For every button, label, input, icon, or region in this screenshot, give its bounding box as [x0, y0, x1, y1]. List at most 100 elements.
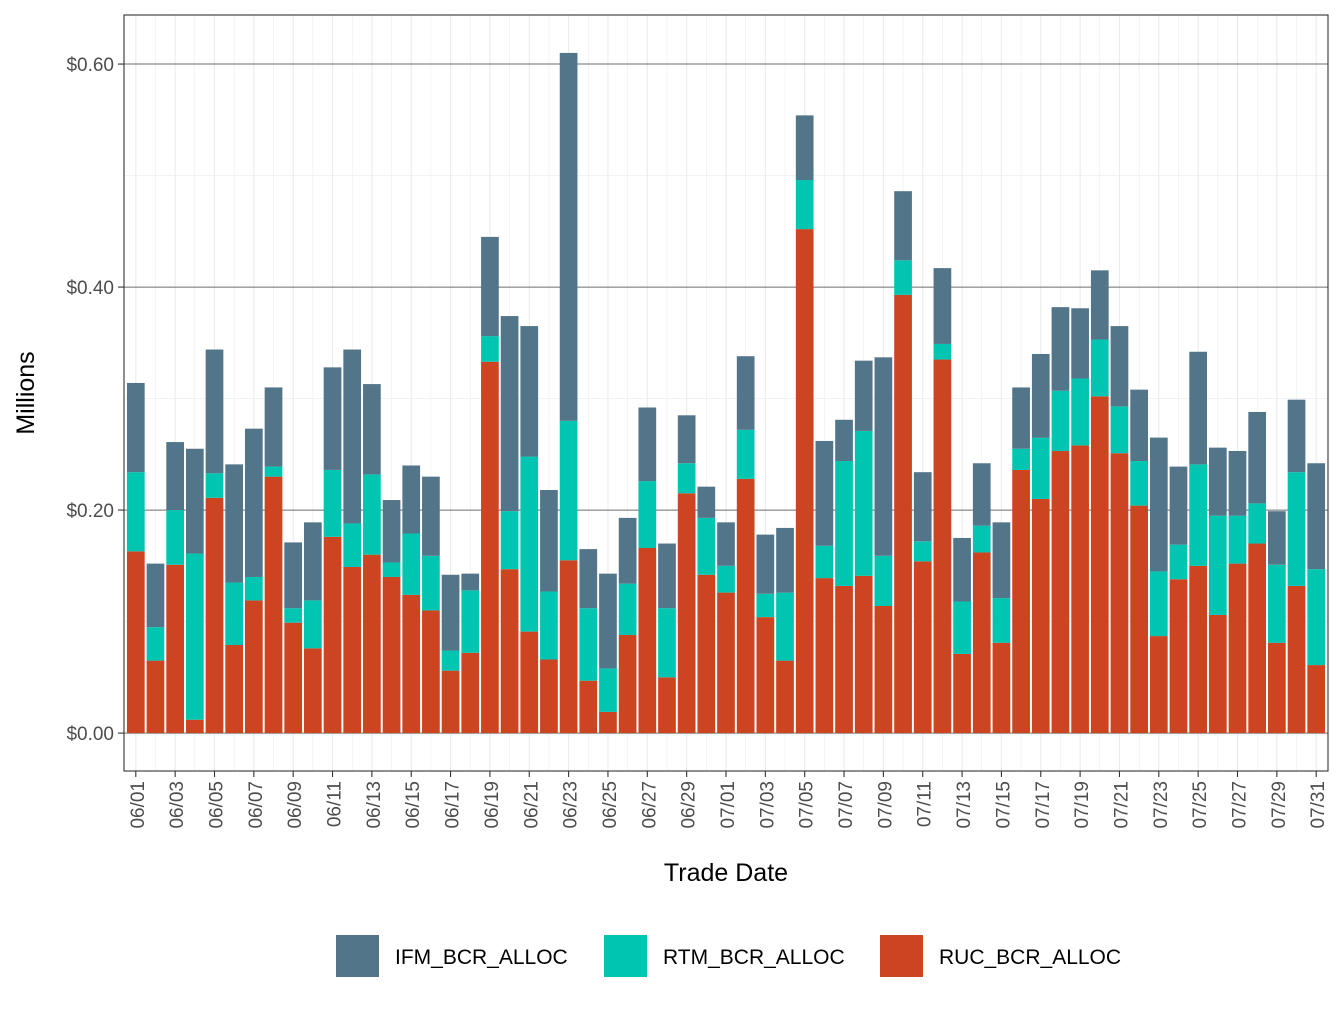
- bar-rtm-bcr-alloc-06-25: [599, 668, 617, 712]
- bar-rtm-bcr-alloc-06-07: [244, 576, 263, 601]
- x-tick-label: 07/19: [1072, 781, 1093, 829]
- bar-ifm-bcr-alloc-06-04: [185, 448, 204, 554]
- bar-rtm-bcr-alloc-06-05: [205, 473, 224, 498]
- bar-rtm-bcr-alloc-06-03: [166, 510, 185, 565]
- x-tick-label: 07/27: [1230, 781, 1251, 829]
- bar-ifm-bcr-alloc-07-25: [1189, 351, 1208, 465]
- x-tick-label: 06/09: [285, 781, 306, 829]
- bar-ruc-bcr-alloc-07-18: [1051, 450, 1070, 734]
- bar-ifm-bcr-alloc-06-03: [166, 442, 185, 511]
- bar-rtm-bcr-alloc-07-23: [1149, 571, 1168, 637]
- bar-rtm-bcr-alloc-06-14: [382, 562, 401, 577]
- bar-rtm-bcr-alloc-07-30: [1287, 472, 1306, 586]
- bars: [126, 52, 1326, 734]
- axes: $0.00 $0.20 $0.40 $0.60 06/01 06/03 06/05 06/07…: [66, 55, 1329, 828]
- bar-ifm-bcr-alloc-07-15: [992, 522, 1011, 599]
- bar-ifm-bcr-alloc-07-20: [1090, 270, 1109, 340]
- bar-rtm-bcr-alloc-06-18: [461, 590, 480, 653]
- bar-rtm-bcr-alloc-06-02: [146, 627, 165, 661]
- bar-rtm-bcr-alloc-06-06: [225, 582, 244, 645]
- bar-ifm-bcr-alloc-06-21: [520, 326, 539, 457]
- bar-ruc-bcr-alloc-07-27: [1228, 563, 1247, 734]
- bar-ifm-bcr-alloc-06-29: [677, 415, 696, 464]
- bar-rtm-bcr-alloc-07-04: [776, 592, 794, 661]
- bar-ifm-bcr-alloc-07-22: [1130, 389, 1148, 462]
- x-tick-label: 07/05: [797, 781, 818, 829]
- bar-ruc-bcr-alloc-07-31: [1307, 665, 1326, 734]
- bar-ifm-bcr-alloc-06-28: [658, 543, 676, 609]
- bar-ruc-bcr-alloc-06-15: [402, 594, 421, 734]
- bar-ruc-bcr-alloc-07-09: [874, 605, 893, 734]
- bar-ifm-bcr-alloc-06-15: [402, 465, 421, 534]
- x-tick-label: 06/25: [600, 781, 621, 829]
- x-tick-label: 07/03: [757, 781, 778, 829]
- legend-key-rtm-bcr-alloc: [604, 935, 647, 977]
- bar-ifm-bcr-alloc-07-24: [1169, 466, 1188, 545]
- bar-ruc-bcr-alloc-07-13: [953, 653, 971, 734]
- bar-rtm-bcr-alloc-07-25: [1189, 464, 1208, 566]
- bar-ifm-bcr-alloc-07-19: [1071, 308, 1089, 379]
- bar-ruc-bcr-alloc-06-04: [185, 719, 204, 734]
- bar-ifm-bcr-alloc-07-02: [736, 356, 755, 430]
- bar-rtm-bcr-alloc-07-15: [992, 598, 1011, 643]
- bar-ruc-bcr-alloc-07-03: [756, 617, 775, 734]
- bar-ruc-bcr-alloc-07-19: [1071, 445, 1089, 734]
- x-tick-label: 06/27: [639, 781, 660, 829]
- bar-ruc-bcr-alloc-06-23: [559, 560, 578, 734]
- bar-rtm-bcr-alloc-06-29: [677, 463, 696, 494]
- bar-ruc-bcr-alloc-07-15: [992, 642, 1011, 734]
- bar-ifm-bcr-alloc-07-29: [1267, 511, 1286, 565]
- bar-ruc-bcr-alloc-07-24: [1169, 579, 1188, 734]
- bar-ifm-bcr-alloc-06-27: [638, 407, 657, 482]
- x-tick-label: 07/29: [1269, 781, 1290, 829]
- bar-rtm-bcr-alloc-07-16: [1012, 448, 1030, 470]
- bar-ifm-bcr-alloc-06-11: [323, 367, 342, 470]
- y-tick-label: $0.60: [66, 55, 114, 76]
- x-tick-label: 07/15: [993, 781, 1014, 829]
- bar-ruc-bcr-alloc-07-16: [1012, 469, 1030, 734]
- bar-ifm-bcr-alloc-07-30: [1287, 399, 1306, 473]
- bar-ruc-bcr-alloc-06-07: [244, 600, 263, 734]
- bar-rtm-bcr-alloc-07-29: [1267, 564, 1286, 643]
- bar-ruc-bcr-alloc-07-02: [736, 478, 755, 734]
- bar-ruc-bcr-alloc-06-20: [500, 569, 519, 734]
- bar-rtm-bcr-alloc-06-22: [540, 591, 558, 660]
- bar-ifm-bcr-alloc-06-12: [343, 349, 362, 524]
- x-tick-label: 07/31: [1308, 781, 1329, 829]
- bar-rtm-bcr-alloc-07-18: [1051, 390, 1070, 451]
- bar-rtm-bcr-alloc-07-11: [913, 541, 932, 562]
- x-tick-label: 07/21: [1111, 781, 1132, 829]
- x-tick-label: 07/25: [1190, 781, 1211, 829]
- bar-rtm-bcr-alloc-06-08: [264, 466, 283, 477]
- bar-rtm-bcr-alloc-06-26: [618, 583, 637, 635]
- bar-ruc-bcr-alloc-06-26: [618, 634, 637, 734]
- x-tick-label: 07/11: [915, 781, 936, 827]
- bar-ifm-bcr-alloc-07-28: [1248, 411, 1267, 504]
- bar-ruc-bcr-alloc-06-27: [638, 547, 657, 734]
- bar-ifm-bcr-alloc-07-05: [795, 115, 814, 181]
- bar-ruc-bcr-alloc-07-04: [776, 660, 794, 734]
- bar-rtm-bcr-alloc-06-30: [697, 517, 716, 575]
- bar-rtm-bcr-alloc-07-13: [953, 601, 971, 654]
- bar-rtm-bcr-alloc-07-05: [795, 180, 814, 230]
- bar-rtm-bcr-alloc-07-06: [815, 545, 834, 579]
- bar-ifm-bcr-alloc-07-10: [894, 191, 912, 261]
- bar-ruc-bcr-alloc-06-12: [343, 566, 362, 734]
- bar-ifm-bcr-alloc-07-01: [717, 522, 735, 566]
- bar-ruc-bcr-alloc-07-06: [815, 578, 834, 734]
- bar-ruc-bcr-alloc-06-22: [540, 659, 558, 734]
- bar-ruc-bcr-alloc-07-23: [1149, 636, 1168, 734]
- x-tick-label: 07/23: [1151, 781, 1172, 829]
- bar-rtm-bcr-alloc-06-10: [304, 600, 322, 649]
- bar-rtm-bcr-alloc-07-02: [736, 429, 755, 479]
- bar-ruc-bcr-alloc-07-22: [1130, 505, 1148, 734]
- bar-ruc-bcr-alloc-06-29: [677, 493, 696, 734]
- bar-rtm-bcr-alloc-06-09: [284, 608, 303, 623]
- bar-rtm-bcr-alloc-06-21: [520, 456, 539, 632]
- bar-ruc-bcr-alloc-06-30: [697, 574, 716, 734]
- bar-ruc-bcr-alloc-07-30: [1287, 585, 1306, 734]
- bar-ruc-bcr-alloc-07-05: [795, 229, 814, 734]
- bar-ruc-bcr-alloc-07-20: [1090, 396, 1109, 734]
- bar-ruc-bcr-alloc-07-28: [1248, 543, 1267, 734]
- bar-ifm-bcr-alloc-07-03: [756, 534, 775, 594]
